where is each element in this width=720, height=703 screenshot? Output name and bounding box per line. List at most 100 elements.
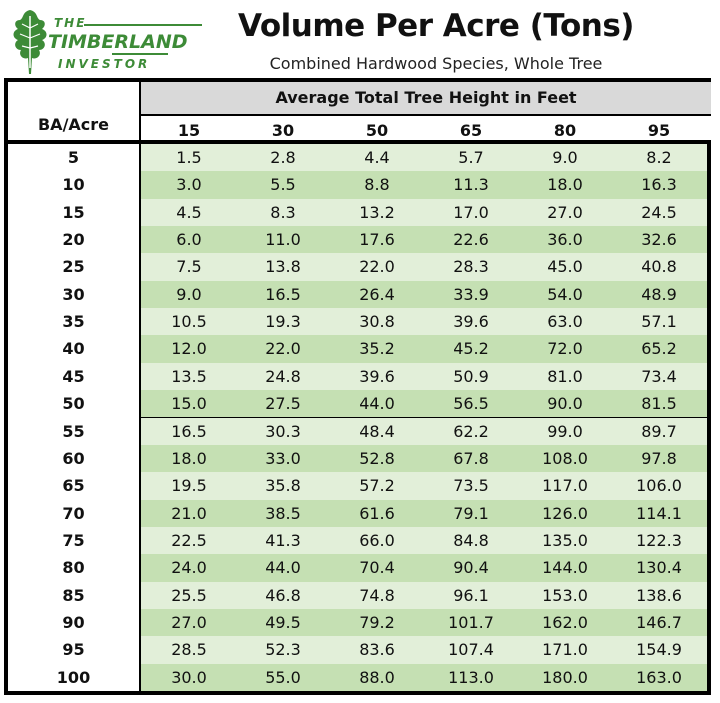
table-cell: 36.0 [547,230,583,250]
table-cell: 8.2 [646,148,672,167]
table-cell: 130.4 [636,558,682,578]
table-cell: 24.8 [265,366,301,386]
table-row: 28.5 52.3 83.6 107.4 171.0 154.9 [141,636,707,664]
table-cell: 108.0 [542,448,588,468]
table-cell: 146.7 [636,612,682,632]
table-cell: 90.0 [547,394,583,414]
logo-rule-top [84,24,202,26]
ba-row-label: 20 [62,230,85,250]
table-cell: 144.0 [542,558,588,578]
table-row: 25.5 46.8 74.8 96.1 153.0 138.6 [141,581,707,609]
table-cell: 50.9 [453,366,489,386]
column-group-header-band [141,82,711,114]
table-cell: 89.7 [641,421,677,441]
height-header-row [141,116,711,140]
ba-column [8,144,139,691]
table-cell: 33.9 [453,284,489,304]
table-cell: 66.0 [359,530,395,550]
table-cell: 4.5 [176,202,202,222]
table-row: 12.0 22.0 35.2 45.2 72.0 65.2 [141,335,707,363]
table-cell: 83.6 [359,640,395,660]
table-cell: 162.0 [542,612,588,632]
table-cell: 117.0 [542,476,588,496]
table-cell: 163.0 [636,667,682,687]
table-cell: 11.0 [265,230,301,250]
table-cell: 22.0 [359,257,395,277]
table-cell: 27.5 [265,394,301,414]
table-cell: 73.4 [641,366,677,386]
table-row: 16.5 30.3 48.4 62.2 99.0 89.7 [141,417,707,445]
logo-line-investor: INVESTOR [58,57,151,71]
table-cell: 48.9 [641,284,677,304]
table-cell: 41.3 [265,530,301,550]
table-cell: 45.0 [547,257,583,277]
table-cell: 22.0 [265,339,301,359]
table-row: 6.0 11.0 17.6 22.6 36.0 32.6 [141,226,707,254]
table-cell: 32.6 [641,230,677,250]
table-cell: 88.0 [359,667,395,687]
logo-rule-bottom [112,53,168,55]
table-cell: 74.8 [359,585,395,605]
table-cell: 17.0 [453,202,489,222]
table-cell: 113.0 [448,667,494,687]
logo-line-timberland: TIMBERLAND [48,31,188,53]
table-cell: 90.4 [453,558,489,578]
table-cell: 19.5 [171,476,207,496]
table-cell: 22.5 [171,530,207,550]
ba-row-label: 100 [56,667,91,687]
table-cell: 81.5 [641,394,677,414]
ba-row-label: 70 [62,503,85,523]
table-cell: 24.0 [171,558,207,578]
table-cell: 15.0 [171,394,207,414]
table-cell: 114.1 [636,503,682,523]
table-cell: 10.5 [171,312,207,332]
table-cell: 122.3 [636,530,682,550]
chart-title: Volume Per Acre (Tons) [238,8,634,44]
table-cell: 52.3 [265,640,301,660]
table-cell: 67.8 [453,448,489,468]
table-cell: 180.0 [542,667,588,687]
height-column-label: 95 [647,121,671,140]
ba-row-label: 25 [62,257,85,277]
table-cell: 46.8 [265,585,301,605]
table-cell: 38.5 [265,503,301,523]
table-cell: 96.1 [453,585,489,605]
ba-row-label: 60 [62,448,85,468]
table-cell: 79.2 [359,612,395,632]
table-cell: 73.5 [453,476,489,496]
table-cell: 48.4 [359,421,395,441]
table-body: 1.5 2.8 4.4 5.7 9.0 8.2 3.0 5.5 8.8 11.3 18.0 16.3 4… [141,144,707,691]
ba-row-label: 10 [62,175,85,195]
table-cell: 16.5 [265,284,301,304]
volume-table: Average Total Tree Height in Feet 15 30 50… [4,78,711,695]
table-cell: 171.0 [542,640,588,660]
table-cell: 16.3 [641,175,677,195]
table-cell: 5.7 [458,148,484,167]
ba-row-label: 85 [62,585,85,605]
height-column-label: 65 [459,121,483,140]
table-cell: 99.0 [547,421,583,441]
table-cell: 27.0 [171,612,207,632]
table-cell: 13.2 [359,202,395,222]
table-cell: 27.0 [547,202,583,222]
table-cell: 54.0 [547,284,583,304]
table-cell: 52.8 [359,448,395,468]
table-row: 22.5 41.3 66.0 84.8 135.0 122.3 [141,526,707,555]
table-cell: 13.5 [171,366,207,386]
height-column-label: 80 [553,121,577,140]
table-cell: 84.8 [453,530,489,550]
timberland-investor-logo: THE TIMBERLAND INVESTOR [8,6,202,78]
table-cell: 70.4 [359,558,395,578]
table-cell: 21.0 [171,503,207,523]
table-cell: 16.5 [171,421,207,441]
table-cell: 2.8 [270,148,296,167]
table-cell: 40.8 [641,257,677,277]
table-cell: 6.0 [176,230,202,250]
table-cell: 33.0 [265,448,301,468]
ba-row-label: 80 [62,558,85,578]
ba-row-label: 90 [62,612,85,632]
table-cell: 65.2 [641,339,677,359]
table-cell: 3.0 [176,175,202,195]
table-cell: 13.8 [265,257,301,277]
ba-row-label: 55 [62,421,85,441]
